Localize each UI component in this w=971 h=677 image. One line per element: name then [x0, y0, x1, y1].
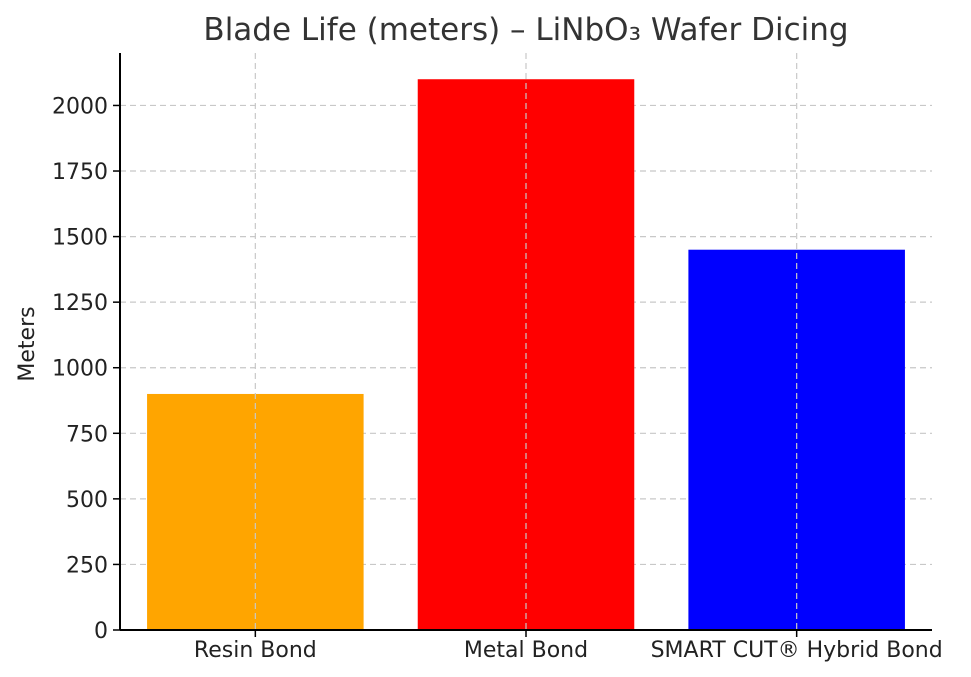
y-tick-label: 500 [66, 488, 108, 513]
y-tick-label: 1750 [52, 160, 108, 185]
y-axis-label: Meters [15, 306, 40, 381]
y-tick-label: 1000 [52, 357, 108, 382]
x-ticks: Resin Bond Metal Bond SMART CUT® Hybrid Bo… [194, 630, 943, 663]
x-tick-label: Metal Bond [464, 638, 588, 663]
y-ticks: 0 250 500 750 1000 1250 1500 1750 2000 [52, 94, 120, 644]
y-tick-label: 750 [66, 422, 108, 447]
chart-title: Blade Life (meters) – LiNbO₃ Wafer Dicin… [203, 12, 848, 48]
x-tick-label: Resin Bond [194, 638, 317, 663]
vertical-grid-lines [254, 53, 798, 630]
y-tick-label: 250 [66, 553, 108, 578]
x-tick-label: SMART CUT® Hybrid Bond [651, 638, 943, 663]
y-tick-label: 0 [94, 619, 108, 644]
y-tick-label: 1500 [52, 226, 108, 251]
y-tick-label: 1250 [52, 291, 108, 316]
y-tick-label: 2000 [52, 94, 108, 119]
